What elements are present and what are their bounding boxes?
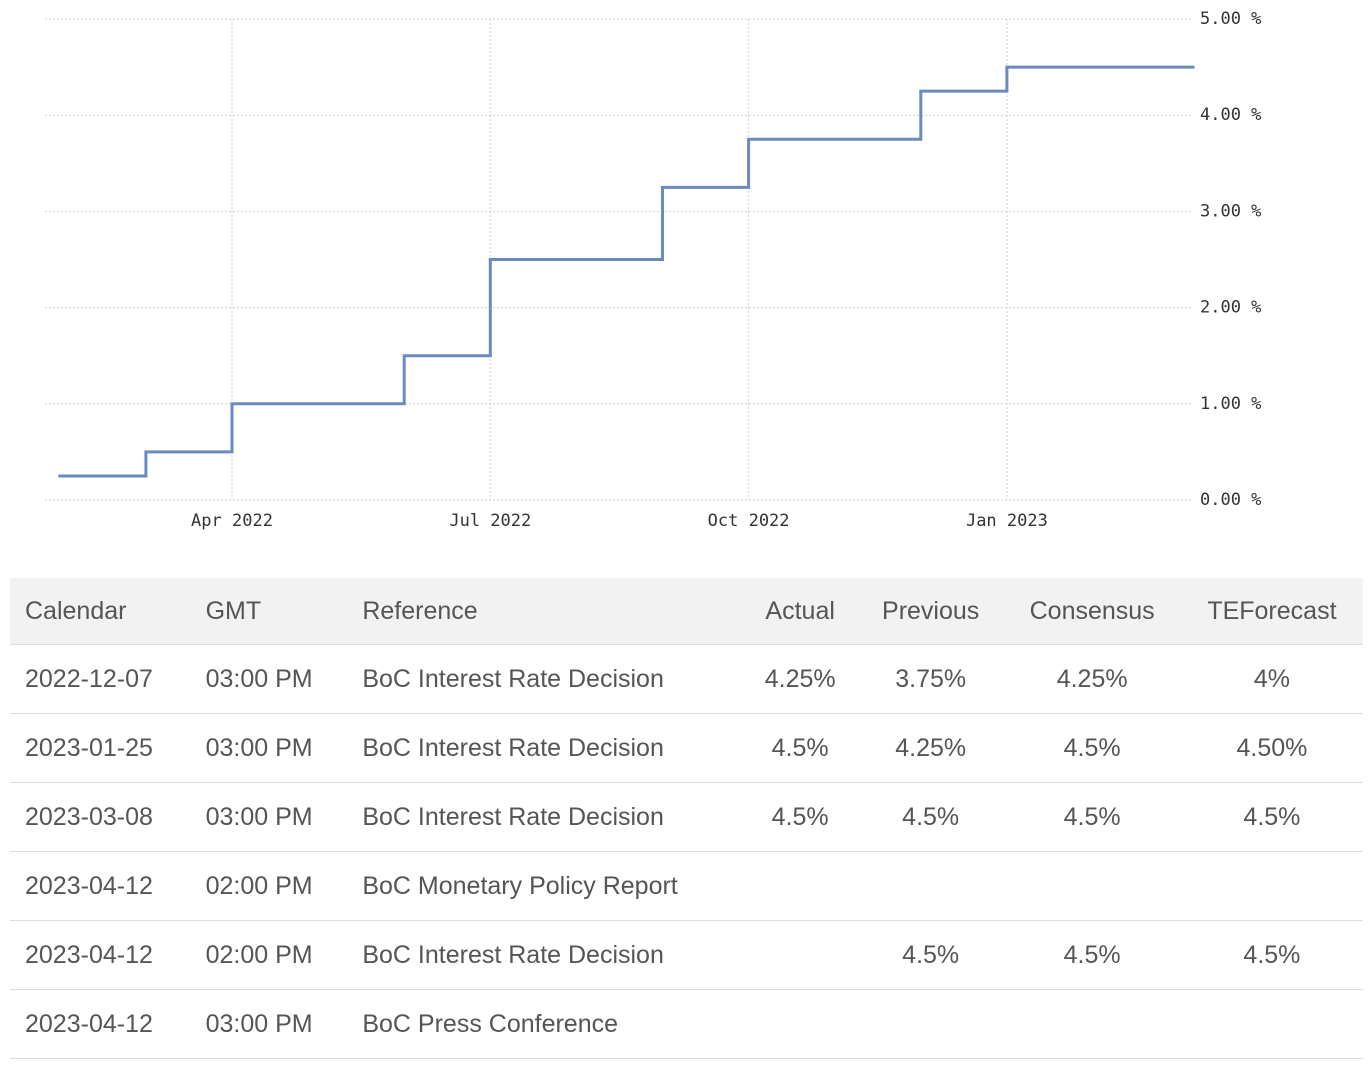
table-cell	[742, 989, 858, 1059]
y-tick-label: 1.00 %	[1200, 394, 1261, 414]
column-header: Reference	[347, 578, 743, 645]
column-header: TEForecast	[1180, 578, 1363, 645]
table-cell: 02:00 PM	[190, 920, 348, 990]
table-cell: 4.5%	[742, 713, 858, 783]
table-cell	[742, 920, 858, 990]
table-row: 2023-04-12 03:00 PM BoC Press Conference	[10, 989, 1363, 1059]
table-cell	[1003, 989, 1181, 1059]
column-header: GMT	[190, 578, 348, 645]
table-cell: 2023-03-08	[10, 782, 191, 852]
y-tick-label: 4.00 %	[1200, 105, 1261, 125]
calendar-table: Calendar GMT Reference Actual Previous Consen…	[10, 578, 1363, 1059]
header-row: Calendar GMT Reference Actual Previous Consen…	[10, 578, 1363, 645]
table-cell: 4.25%	[742, 644, 858, 714]
table-cell: 2023-04-12	[10, 851, 191, 921]
table-cell: 4.5%	[1180, 920, 1363, 990]
table-cell: 4.5%	[1180, 782, 1363, 852]
table-cell: 4.5%	[1003, 713, 1181, 783]
table-cell: 3.75%	[857, 644, 1004, 714]
column-header: Calendar	[10, 578, 191, 645]
table-cell: 2022-12-07	[10, 644, 191, 714]
table-cell: 4.5%	[1003, 782, 1181, 852]
table-cell: 4.5%	[857, 782, 1004, 852]
table-cell: BoC Press Conference	[347, 989, 743, 1059]
table-row: 2022-12-07 03:00 PM BoC Interest Rate Deci…	[10, 644, 1363, 714]
table-cell: 03:00 PM	[190, 713, 348, 783]
table-cell: 4.50%	[1180, 713, 1363, 783]
y-tick-label: 3.00 %	[1200, 201, 1261, 221]
table-cell	[1003, 851, 1181, 921]
table-cell: 03:00 PM	[190, 644, 348, 714]
x-tick-label: Jul 2022	[449, 511, 531, 531]
column-header: Consensus	[1003, 578, 1181, 645]
table-cell: BoC Interest Rate Decision	[347, 713, 743, 783]
table-row: 2023-04-12 02:00 PM BoC Interest Rate Deci…	[10, 920, 1363, 990]
y-tick-label: 5.00 %	[1200, 9, 1261, 29]
table-cell: 03:00 PM	[190, 782, 348, 852]
table-cell: 2023-04-12	[10, 989, 191, 1059]
table-cell: BoC Monetary Policy Report	[347, 851, 743, 921]
table-cell: 2023-01-25	[10, 713, 191, 783]
table-cell	[1180, 989, 1363, 1059]
x-tick-label: Jan 2023	[966, 511, 1048, 531]
table-cell: BoC Interest Rate Decision	[347, 920, 743, 990]
table-cell: 2023-04-12	[10, 920, 191, 990]
x-tick-label: Oct 2022	[708, 511, 790, 531]
table-cell: 03:00 PM	[190, 989, 348, 1059]
column-header: Actual	[742, 578, 858, 645]
table-cell: 02:00 PM	[190, 851, 348, 921]
table-cell: 4.5%	[857, 920, 1004, 990]
table-row: 2023-03-08 03:00 PM BoC Interest Rate Deci…	[10, 782, 1363, 852]
table-cell	[857, 989, 1004, 1059]
table-body: 2022-12-07 03:00 PM BoC Interest Rate Deci…	[10, 644, 1363, 1059]
table-cell: BoC Interest Rate Decision	[347, 644, 743, 714]
table-cell: 4.25%	[857, 713, 1004, 783]
table-row: 2023-04-12 02:00 PM BoC Monetary Policy Re…	[10, 851, 1363, 921]
table-cell: BoC Interest Rate Decision	[347, 782, 743, 852]
column-header: Previous	[857, 578, 1004, 645]
table-cell: 4.25%	[1003, 644, 1181, 714]
table-cell	[1180, 851, 1363, 921]
x-tick-label: Apr 2022	[191, 511, 273, 531]
table-cell	[857, 851, 1004, 921]
table-cell: 4.5%	[1003, 920, 1181, 990]
table-row: 2023-01-25 03:00 PM BoC Interest Rate Deci…	[10, 713, 1363, 783]
table-cell: 4.5%	[742, 782, 858, 852]
table-cell: 4%	[1180, 644, 1363, 714]
y-tick-label: 0.00 %	[1200, 490, 1261, 510]
table-cell	[742, 851, 858, 921]
chart: 0.00 % 1.00 % 2.00 % 3.00 % 4.00 % 5.00 % Apr …	[45, 9, 1261, 531]
y-tick-label: 2.00 %	[1200, 298, 1261, 318]
